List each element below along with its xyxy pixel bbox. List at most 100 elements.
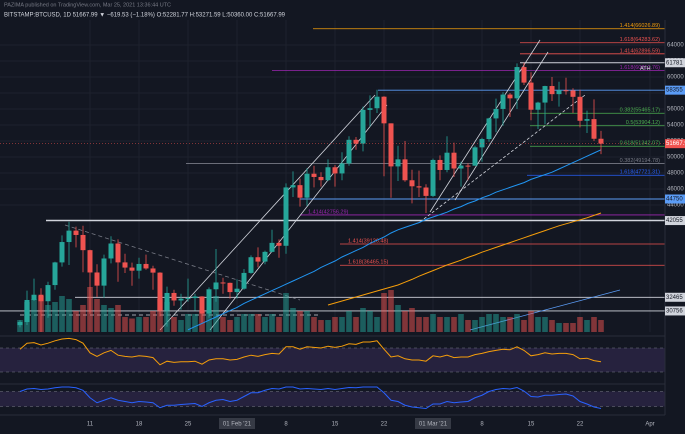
candle-body — [157, 272, 163, 311]
candle-body — [101, 258, 107, 286]
volume-bar — [437, 317, 443, 332]
candle-body — [353, 139, 359, 144]
volume-bar — [66, 299, 72, 332]
indicator-panes: 50.00100.000.00 — [0, 335, 684, 415]
x-tick-label: 01 Feb '21 — [223, 422, 252, 428]
candle-body — [514, 67, 520, 99]
candle-body — [143, 263, 149, 269]
candle-body — [570, 90, 576, 97]
candle-body — [185, 298, 191, 300]
price-box-label: 30756 — [666, 309, 683, 315]
candle-body — [311, 173, 317, 177]
volume-bar — [332, 317, 338, 332]
candle-body — [528, 82, 534, 110]
candle-body — [409, 180, 415, 187]
volume-bar — [563, 323, 569, 332]
volume-bar — [136, 317, 142, 332]
volume-bar — [360, 308, 366, 332]
volume-bar — [430, 314, 436, 332]
candle-body — [451, 152, 457, 169]
candle-body — [255, 257, 261, 262]
volume-bar — [94, 299, 100, 332]
pane-band — [0, 348, 665, 372]
volume-bar — [52, 302, 58, 332]
volume-bar — [598, 320, 604, 332]
volume-bar — [129, 318, 135, 332]
price-box — [665, 216, 685, 226]
volume-bar — [577, 317, 583, 332]
volume-bar — [255, 314, 261, 332]
volume-bar — [101, 305, 107, 332]
candle-body — [402, 159, 408, 181]
volume-bar — [584, 320, 590, 332]
candle-body — [220, 282, 226, 284]
candle-body — [87, 250, 93, 273]
volume-bar — [458, 314, 464, 332]
candle-body — [24, 299, 30, 323]
x-tick-label: 11 — [87, 422, 94, 428]
rsi-line — [19, 337, 602, 366]
x-tick-label: 15 — [528, 422, 535, 428]
volume-bar — [220, 317, 226, 332]
volume-bar — [290, 308, 296, 332]
price-box-label: 32465 — [666, 295, 683, 301]
x-tick-label: 22 — [381, 422, 388, 428]
volume-bar — [269, 314, 275, 332]
y-tick-label: 60000 — [667, 75, 684, 81]
volume-bar — [346, 311, 352, 332]
candle-body — [339, 163, 345, 174]
volume-bar — [591, 317, 597, 332]
candle-body — [542, 86, 548, 103]
volume-bar — [241, 314, 247, 332]
candle-body — [486, 118, 492, 140]
candle-body — [549, 86, 555, 95]
x-tick-label: 01 Mar '21 — [419, 422, 448, 428]
volume-bar — [444, 317, 450, 332]
candle-body — [381, 96, 387, 124]
x-tick-label: 18 — [136, 422, 143, 428]
candle-body — [52, 262, 58, 286]
candle-body — [283, 187, 289, 246]
candle-body — [465, 165, 471, 167]
candle-body — [360, 109, 366, 144]
fib-label: 1.414(66026.89) — [620, 23, 661, 29]
candle-body — [332, 167, 338, 174]
candle-body — [563, 90, 569, 92]
volume-bar — [213, 296, 219, 332]
trend-line — [454, 51, 549, 201]
volume-bar — [150, 311, 156, 332]
candle-body — [171, 292, 177, 301]
stoch-line — [19, 386, 602, 410]
volume-bar — [451, 317, 457, 332]
volume-bar — [535, 317, 541, 332]
y-tick-label: 54000 — [667, 123, 684, 129]
price-box-label: 42055 — [666, 218, 683, 224]
candle-body — [129, 267, 135, 271]
volume-bar — [108, 308, 114, 332]
trend-line — [159, 94, 376, 331]
candle-body — [304, 173, 310, 198]
volume-bar — [262, 317, 268, 332]
candle-body — [31, 294, 37, 300]
fib-label: 1.618(60812.76) — [620, 65, 661, 71]
candle-body — [38, 294, 44, 302]
candle-body — [276, 242, 282, 246]
price-box — [665, 306, 685, 316]
volume-bar — [339, 317, 345, 332]
candle-body — [325, 167, 331, 181]
y-tick-label: 46000 — [667, 187, 684, 193]
x-tick-label: 22 — [577, 422, 584, 428]
candle-body — [45, 285, 51, 302]
candle-body — [598, 138, 604, 144]
x-tick-highlight — [219, 418, 255, 429]
price-box-label: 44750 — [666, 197, 683, 203]
volume-bar — [122, 317, 128, 332]
candle-body — [416, 186, 422, 188]
candle-body — [115, 243, 121, 263]
candle-body — [493, 108, 499, 119]
candle-body — [584, 119, 590, 121]
candle-body — [136, 263, 142, 271]
volume-bar — [556, 323, 562, 332]
